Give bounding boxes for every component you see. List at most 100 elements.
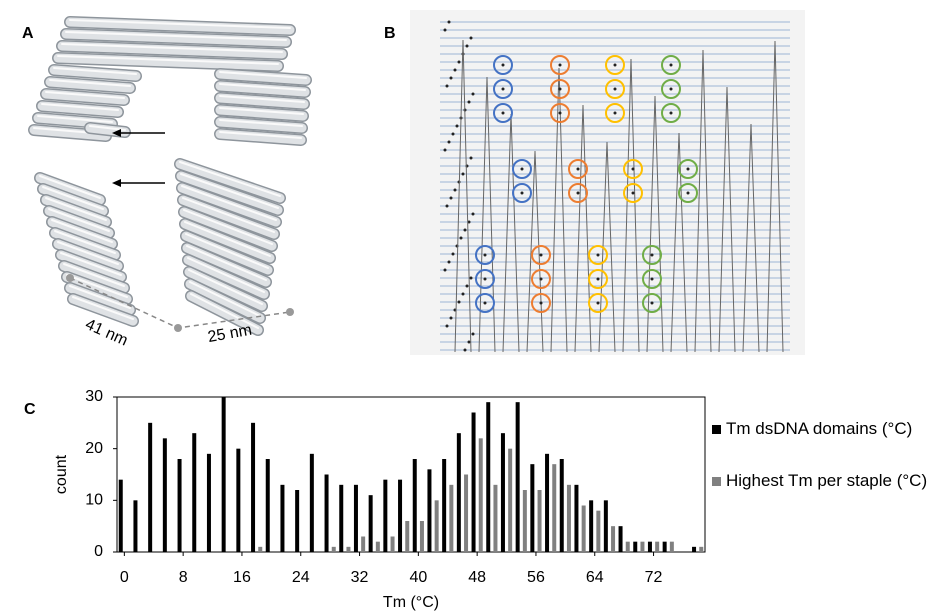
rod (183, 209, 273, 245)
crossover (718, 86, 736, 353)
rod (37, 115, 113, 123)
strand-end (669, 111, 673, 115)
x-tick-label: 64 (586, 569, 604, 586)
rod (41, 89, 129, 105)
strand-end (576, 191, 580, 195)
highlight-circle (605, 55, 625, 75)
highlight-circle (568, 183, 588, 203)
highlight-circle (531, 269, 551, 289)
rod (179, 161, 281, 197)
bar (545, 453, 550, 552)
strand-end (445, 204, 449, 208)
rod (180, 219, 275, 263)
strand-end (539, 301, 543, 305)
highlight-circle (531, 293, 551, 313)
highlight-circle (588, 245, 608, 265)
rod (72, 296, 134, 320)
highlight-circle (605, 103, 625, 123)
strand-end (558, 111, 562, 115)
crossover (742, 123, 760, 353)
strand-end (445, 324, 449, 328)
bar (566, 484, 571, 552)
rod (45, 77, 135, 93)
bar (361, 536, 366, 552)
strand-end (465, 44, 469, 48)
rod (182, 243, 271, 287)
x-tick-label: 72 (645, 569, 663, 586)
highlight-circle (550, 79, 570, 99)
bar (530, 464, 535, 552)
bar (522, 490, 527, 552)
strand-end (467, 100, 471, 104)
crossover (694, 49, 712, 353)
origami-model (28, 16, 312, 336)
bar (398, 479, 403, 552)
rod (29, 125, 111, 141)
rod (59, 261, 129, 293)
bar (559, 459, 564, 552)
strand-end (650, 301, 654, 305)
strand-end (467, 220, 471, 224)
rod (41, 195, 111, 227)
rod (181, 185, 277, 221)
strand-end (483, 277, 487, 281)
rod (89, 125, 126, 131)
bar (647, 541, 652, 552)
bar (419, 521, 424, 552)
bar (368, 495, 373, 552)
legend-swatch (712, 477, 721, 486)
legend-swatch (712, 425, 721, 434)
bar (625, 541, 630, 552)
bar (221, 397, 226, 552)
strand-end (650, 277, 654, 281)
rod (48, 208, 110, 232)
bar (258, 546, 263, 552)
rod (219, 71, 307, 79)
rod (42, 186, 104, 210)
y-tick-label: 10 (85, 492, 103, 509)
bar (265, 459, 270, 552)
highlight-circle (550, 55, 570, 75)
rod (65, 283, 135, 315)
strand-end (445, 84, 449, 88)
rod (187, 257, 265, 293)
rod (49, 79, 131, 87)
x-tick-label: 40 (409, 569, 427, 586)
bar (324, 474, 329, 552)
bar (383, 479, 388, 552)
bar (500, 433, 505, 552)
bar (633, 541, 638, 552)
highlight-circle (475, 245, 495, 265)
rod (50, 228, 120, 260)
strand-end (457, 60, 461, 64)
highlight-circle (661, 79, 681, 99)
rod (61, 43, 283, 53)
highlight-circle (623, 183, 643, 203)
arrow-head (112, 129, 121, 137)
bar (596, 510, 601, 552)
highlight-circle (568, 159, 588, 179)
bar (515, 402, 520, 552)
strand-end (669, 87, 673, 91)
strand-end (443, 268, 447, 272)
strand-end (447, 20, 451, 24)
bar (434, 500, 439, 552)
highlight-circle (678, 183, 698, 203)
strand-end (443, 148, 447, 152)
strand-end (539, 277, 543, 281)
x-tick-label: 0 (120, 569, 129, 586)
strand-end (459, 236, 463, 240)
strand-end (501, 111, 505, 115)
bar (427, 469, 432, 552)
strand-end (467, 340, 471, 344)
highlight-circle (642, 269, 662, 289)
crossover (766, 40, 784, 353)
y-tick-label: 20 (85, 440, 103, 457)
rod (54, 230, 116, 254)
strand-end (631, 191, 635, 195)
bar (375, 541, 380, 552)
y-tick-label: 30 (85, 388, 103, 405)
strand-end (539, 253, 543, 257)
rod (188, 269, 263, 305)
